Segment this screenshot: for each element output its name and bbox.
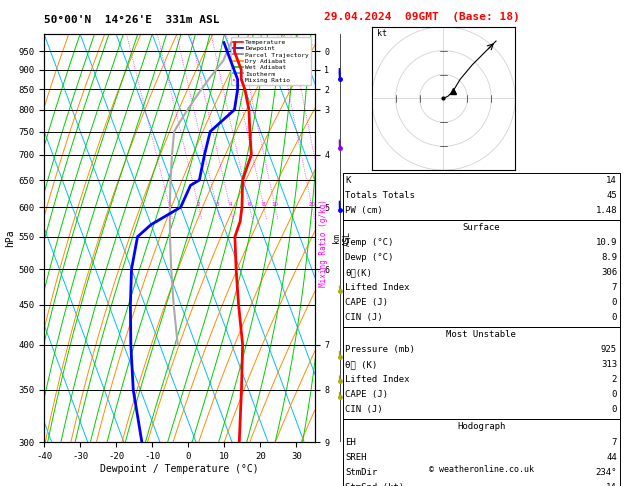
Text: 10: 10	[272, 202, 279, 207]
Text: 234°: 234°	[596, 468, 617, 477]
Text: SREH: SREH	[345, 452, 367, 462]
Text: Totals Totals: Totals Totals	[345, 191, 415, 200]
Text: 4: 4	[228, 202, 232, 207]
Y-axis label: km
ASL: km ASL	[332, 231, 352, 245]
Text: © weatheronline.co.uk: © weatheronline.co.uk	[429, 465, 533, 474]
Text: 2: 2	[197, 202, 201, 207]
Text: Lifted Index: Lifted Index	[345, 375, 410, 384]
Text: 8.9: 8.9	[601, 253, 617, 262]
Text: 8: 8	[262, 202, 265, 207]
Text: 7: 7	[611, 437, 617, 447]
Text: StmDir: StmDir	[345, 468, 377, 477]
Text: 0: 0	[611, 405, 617, 415]
Text: 0: 0	[611, 390, 617, 399]
Text: 7: 7	[611, 283, 617, 292]
Text: 10.9: 10.9	[596, 238, 617, 247]
Text: 50°00'N  14°26'E  331m ASL: 50°00'N 14°26'E 331m ASL	[44, 15, 220, 25]
Text: 1.48: 1.48	[596, 206, 617, 215]
Text: 1: 1	[168, 202, 171, 207]
Text: EH: EH	[345, 437, 356, 447]
Text: 2: 2	[611, 375, 617, 384]
Text: Hodograph: Hodograph	[457, 422, 505, 432]
Text: 313: 313	[601, 360, 617, 369]
Text: CIN (J): CIN (J)	[345, 313, 383, 322]
Text: 29.04.2024  09GMT  (Base: 18): 29.04.2024 09GMT (Base: 18)	[323, 12, 520, 22]
Text: Temp (°C): Temp (°C)	[345, 238, 394, 247]
Text: PW (cm): PW (cm)	[345, 206, 383, 215]
Text: 3: 3	[215, 202, 219, 207]
Text: LCL: LCL	[300, 39, 313, 46]
Text: Most Unstable: Most Unstable	[446, 330, 516, 339]
Text: 14: 14	[606, 483, 617, 486]
Text: 0: 0	[611, 313, 617, 322]
Text: Pressure (mb): Pressure (mb)	[345, 345, 415, 354]
Text: 925: 925	[601, 345, 617, 354]
Text: CIN (J): CIN (J)	[345, 405, 383, 415]
Text: θᴇ (K): θᴇ (K)	[345, 360, 377, 369]
Text: 306: 306	[601, 268, 617, 277]
Text: Surface: Surface	[462, 223, 500, 232]
Legend: Temperature, Dewpoint, Parcel Trajectory, Dry Adiabat, Wet Adiabat, Isotherm, Mi: Temperature, Dewpoint, Parcel Trajectory…	[231, 37, 311, 86]
Text: 0: 0	[611, 298, 617, 307]
Text: 44: 44	[606, 452, 617, 462]
Text: 20: 20	[309, 202, 316, 207]
Y-axis label: hPa: hPa	[6, 229, 15, 247]
Text: Dewp (°C): Dewp (°C)	[345, 253, 394, 262]
Text: StmSpd (kt): StmSpd (kt)	[345, 483, 404, 486]
Text: 45: 45	[606, 191, 617, 200]
Text: K: K	[345, 175, 351, 185]
Text: θᴇ(K): θᴇ(K)	[345, 268, 372, 277]
Text: kt: kt	[377, 29, 387, 38]
X-axis label: Dewpoint / Temperature (°C): Dewpoint / Temperature (°C)	[100, 464, 259, 474]
Text: CAPE (J): CAPE (J)	[345, 390, 388, 399]
Text: CAPE (J): CAPE (J)	[345, 298, 388, 307]
Text: 6: 6	[248, 202, 252, 207]
Text: Mixing Ratio (g/kg): Mixing Ratio (g/kg)	[320, 199, 328, 287]
Text: Lifted Index: Lifted Index	[345, 283, 410, 292]
Text: 14: 14	[606, 175, 617, 185]
